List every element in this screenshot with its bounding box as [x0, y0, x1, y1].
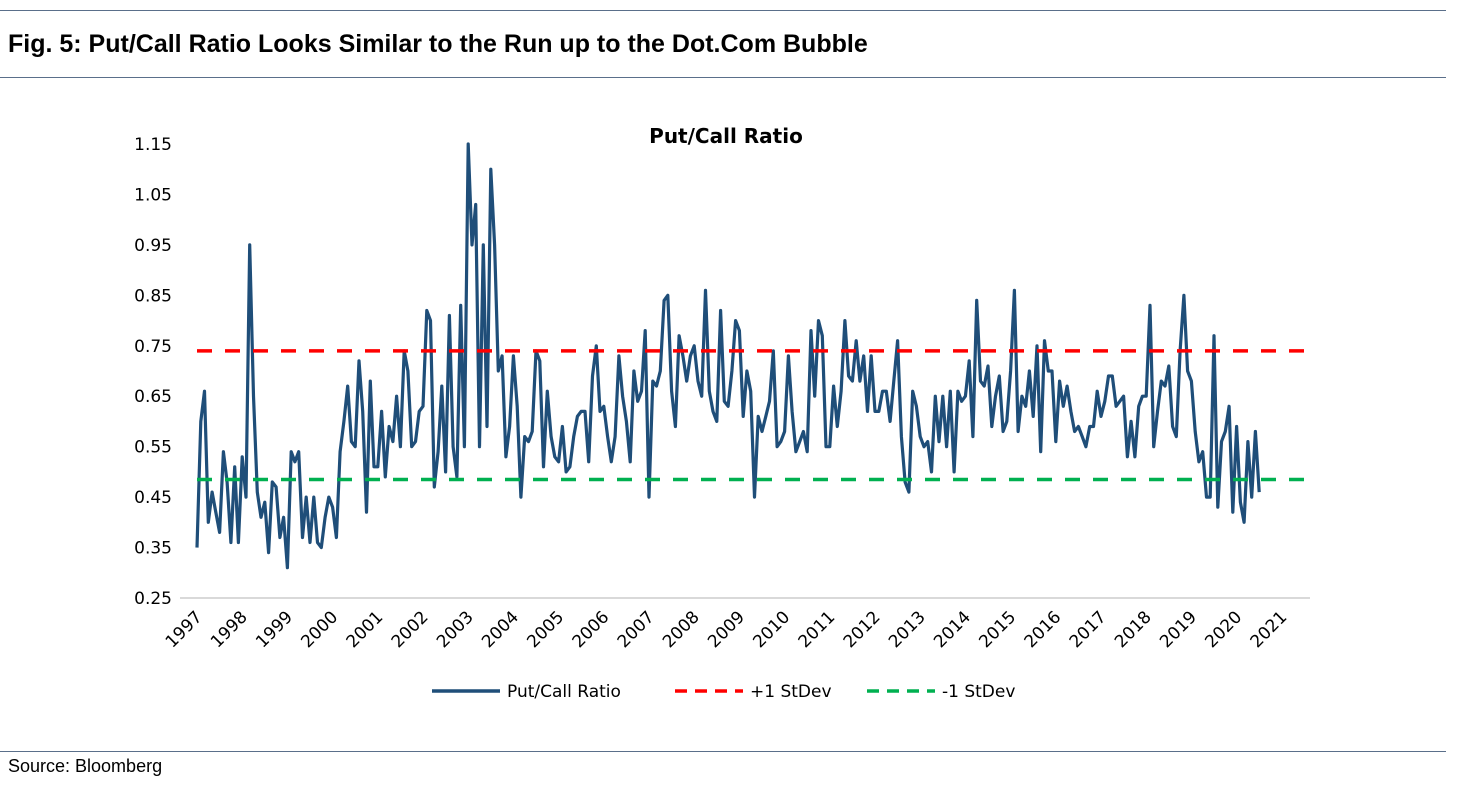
top-rule: [0, 10, 1446, 11]
y-tick-label: 0.75: [134, 337, 172, 357]
y-tick-label: 0.45: [134, 488, 172, 508]
x-tick-label: 2011: [795, 607, 840, 652]
y-axis: 0.25 0.35 0.45 0.55 0.65 0.75 0.85 0.95 1.05 1.15: [134, 135, 172, 609]
x-tick-label: 2018: [1111, 607, 1156, 652]
legend-label: +1 StDev: [750, 682, 832, 702]
y-tick-label: 1.15: [134, 135, 172, 155]
x-tick-label: 1999: [252, 607, 297, 652]
x-tick-label: 2004: [478, 607, 523, 652]
title-rule: [0, 77, 1446, 78]
y-tick-label: 1.05: [134, 185, 172, 205]
x-tick-label: 2016: [1021, 607, 1066, 652]
x-tick-label: 2010: [749, 607, 794, 652]
x-tick-label: 1998: [207, 607, 252, 652]
y-tick-label: 0.85: [134, 286, 172, 306]
x-tick-label: 2019: [1156, 607, 1201, 652]
x-tick-label: 2021: [1247, 607, 1292, 652]
x-tick-label: 2002: [388, 607, 433, 652]
x-tick-label: 2017: [1066, 607, 1111, 652]
x-tick-label: 2006: [569, 607, 614, 652]
x-tick-label: 1997: [162, 607, 207, 652]
x-tick-label: 2014: [930, 607, 975, 652]
y-tick-label: 0.25: [134, 589, 172, 609]
x-tick-label: 2020: [1201, 607, 1246, 652]
source-note: Source: Bloomberg: [8, 756, 163, 776]
figure-title: Fig. 5: Put/Call Ratio Looks Similar to …: [8, 30, 868, 58]
chart-title: Put/Call Ratio: [649, 124, 803, 148]
x-axis: 1997 1998 1999 2000 2001 2002 2003 2004 2005 2006…: [162, 597, 1310, 652]
x-tick-label: 2007: [614, 607, 659, 652]
x-tick-label: 2005: [523, 607, 568, 652]
y-tick-label: 0.95: [134, 236, 172, 256]
series-line-put-call-ratio: [195, 142, 1261, 570]
legend-label: -1 StDev: [942, 682, 1015, 702]
legend: Put/Call Ratio +1 StDev -1 StDev: [432, 682, 1015, 702]
y-tick-label: 0.55: [134, 438, 172, 458]
x-tick-label: 2001: [343, 607, 388, 652]
x-tick-label: 2013: [885, 607, 930, 652]
plot-area: [195, 142, 1310, 570]
x-tick-label: 2015: [975, 607, 1020, 652]
footer-rule: [0, 751, 1446, 752]
y-tick-label: 0.65: [134, 387, 172, 407]
x-tick-label: 2012: [840, 607, 885, 652]
x-tick-label: 2003: [433, 607, 478, 652]
x-tick-label: 2009: [704, 607, 749, 652]
legend-label: Put/Call Ratio: [507, 682, 621, 702]
x-tick-label: 2008: [659, 607, 704, 652]
y-tick-label: 0.35: [134, 539, 172, 559]
x-tick-label: 2000: [297, 607, 342, 652]
